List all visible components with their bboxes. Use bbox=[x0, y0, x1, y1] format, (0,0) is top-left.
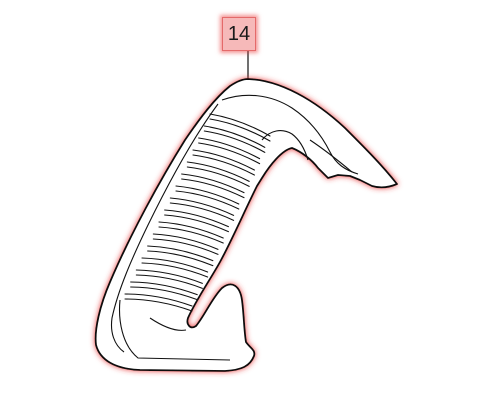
grille-slat bbox=[181, 173, 245, 194]
grille-slat bbox=[158, 226, 224, 244]
inner-edge-bottom bbox=[119, 299, 231, 361]
grille-slat bbox=[147, 245, 214, 262]
grille-slat bbox=[141, 257, 209, 273]
grille-slat bbox=[209, 118, 271, 142]
grille-slat bbox=[164, 214, 229, 233]
grille-slat bbox=[141, 262, 209, 278]
grille-slat bbox=[135, 269, 203, 284]
lower-lip bbox=[149, 317, 187, 331]
inner-edge-left bbox=[110, 103, 219, 353]
grille-slat bbox=[152, 233, 219, 250]
grille-slat bbox=[181, 178, 245, 199]
grille-slat bbox=[124, 298, 193, 312]
grille-slat bbox=[203, 130, 266, 153]
flange-edge bbox=[309, 139, 353, 173]
notch-edge bbox=[261, 130, 309, 161]
inner-contour bbox=[221, 94, 359, 175]
grille-slat bbox=[209, 113, 271, 137]
grille-slat bbox=[130, 286, 198, 301]
grille-slat bbox=[175, 185, 240, 205]
grille-slat bbox=[192, 154, 255, 176]
grille-slat bbox=[147, 250, 214, 267]
callout-badge[interactable]: 14 bbox=[222, 17, 256, 51]
grille-slats bbox=[124, 113, 271, 312]
grille-slat bbox=[198, 137, 261, 160]
grille-slat bbox=[130, 281, 198, 296]
grille-slat bbox=[198, 142, 261, 165]
grille-slat bbox=[203, 125, 266, 148]
grille-slat bbox=[164, 209, 229, 228]
grille-slat bbox=[186, 161, 250, 182]
grille-slat bbox=[124, 293, 193, 307]
grille-slat bbox=[186, 166, 250, 187]
grille-slat bbox=[158, 221, 224, 239]
callout-number: 14 bbox=[227, 23, 251, 45]
grille-slat bbox=[135, 274, 203, 289]
part-outline[interactable] bbox=[94, 78, 398, 372]
grille-slat bbox=[169, 197, 235, 216]
grille-slat bbox=[152, 238, 219, 255]
grille-slat bbox=[175, 190, 240, 210]
grille-slat bbox=[169, 202, 235, 221]
grille-slat bbox=[192, 149, 255, 171]
